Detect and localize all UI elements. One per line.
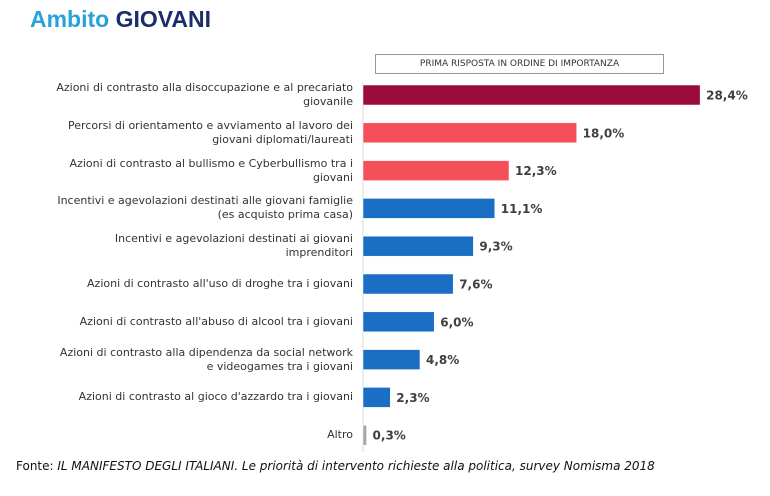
title-prefix: Ambito xyxy=(30,6,110,32)
value-label: 28,4% xyxy=(706,89,748,103)
bar xyxy=(362,198,496,219)
category-label: Azioni di contrasto all'abuso di alcool … xyxy=(79,314,353,328)
category-label: Azioni di contrasto all'uso di droghe tr… xyxy=(87,277,353,290)
value-label: 4,8% xyxy=(426,353,459,367)
source-label: Fonte: xyxy=(16,459,54,473)
value-label: 0,3% xyxy=(373,429,406,443)
source-text: IL MANIFESTO DEGLI ITALIANI. Le priorità… xyxy=(57,459,655,473)
value-label: 6,0% xyxy=(440,315,473,329)
value-label: 11,1% xyxy=(501,202,543,216)
value-label: 12,3% xyxy=(515,164,557,178)
category-label: Altro xyxy=(327,428,353,442)
category-label: Azioni di contrasto alla disoccupazione … xyxy=(56,81,353,108)
title-main: GIOVANI xyxy=(115,6,212,32)
bar xyxy=(362,311,435,333)
bar xyxy=(362,160,510,181)
subtitle: PRIMA RISPOSTA IN ORDINE DI IMPORTANZA xyxy=(375,54,664,74)
value-label: 18,0% xyxy=(583,126,625,140)
source: Fonte: IL MANIFESTO DEGLI ITALIANI. Le p… xyxy=(16,459,655,473)
bar xyxy=(362,349,421,370)
category-label: Incentivi e agevolazioni destinati alle … xyxy=(57,194,353,222)
category-label: Incentivi e agevolazioni destinati ai gi… xyxy=(114,232,353,260)
category-label: Percorsi di orientamento e avviamento al… xyxy=(68,118,353,146)
bar xyxy=(362,424,367,446)
value-label: 9,3% xyxy=(479,240,512,254)
value-label: 7,6% xyxy=(459,278,492,292)
bar xyxy=(362,273,454,295)
title: Ambito GIOVANI xyxy=(30,6,211,33)
bar xyxy=(362,84,701,106)
bar xyxy=(362,122,577,144)
value-label: 2,3% xyxy=(396,391,429,405)
category-label: Azioni di contrasto alla dipendenza da s… xyxy=(59,345,353,373)
category-label: Azioni di contrasto al gioco d'azzardo t… xyxy=(78,390,353,404)
bar xyxy=(362,235,474,257)
category-label: Azioni di contrasto al bullismo e Cyberb… xyxy=(69,156,353,184)
bar xyxy=(362,387,391,408)
